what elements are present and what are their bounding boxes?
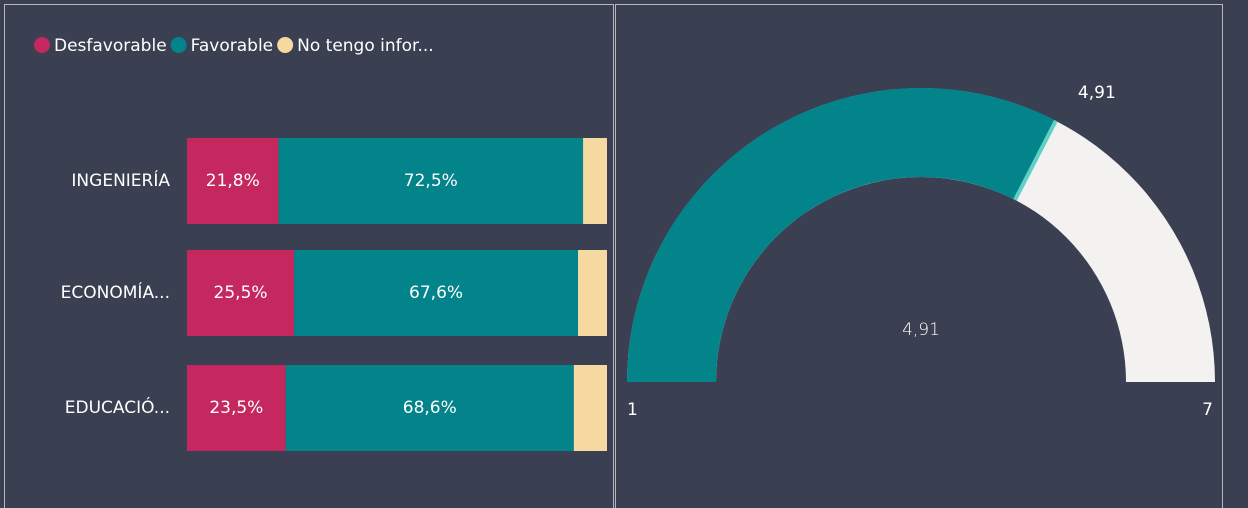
data-label: 72,5% [404, 171, 458, 191]
y-tick-label: ECONOMÍA... [61, 281, 170, 303]
panel-border [4, 4, 614, 508]
gauge-value [627, 88, 1056, 382]
bar-segment [187, 138, 279, 224]
data-label: 21,8% [206, 171, 260, 191]
legend-marker [170, 37, 187, 53]
gauge-marker [1013, 119, 1058, 201]
panel-border [615, 4, 1223, 508]
legend-label: Desfavorable [54, 36, 167, 56]
data-label: 68,6% [403, 398, 457, 418]
bar-segment [187, 250, 295, 336]
y-tick-label: EDUCACIÓ... [65, 396, 170, 418]
gauge-min-label: 1 [627, 400, 638, 420]
y-tick-label: INGENIERÍA [71, 169, 170, 191]
legend-marker [277, 37, 294, 53]
bar-segment [294, 250, 579, 336]
legend-label: Favorable [191, 36, 273, 56]
legend-label: No tengo infor... [297, 36, 434, 56]
gauge-marker-label: 4,91 [1078, 83, 1116, 103]
data-label: 67,6% [409, 283, 463, 303]
gauge-value-label: 4,91 [902, 320, 940, 340]
data-label: 25,5% [214, 283, 268, 303]
bar-segment [578, 250, 607, 336]
legend-marker [34, 37, 50, 53]
gauge-max-label: 7 [1202, 400, 1213, 420]
bar-segment [583, 138, 607, 224]
bar-segment [573, 365, 607, 451]
bar-segment [285, 365, 574, 451]
bar-segment [187, 365, 286, 451]
data-label: 23,5% [209, 398, 263, 418]
bar-segment [278, 138, 584, 224]
